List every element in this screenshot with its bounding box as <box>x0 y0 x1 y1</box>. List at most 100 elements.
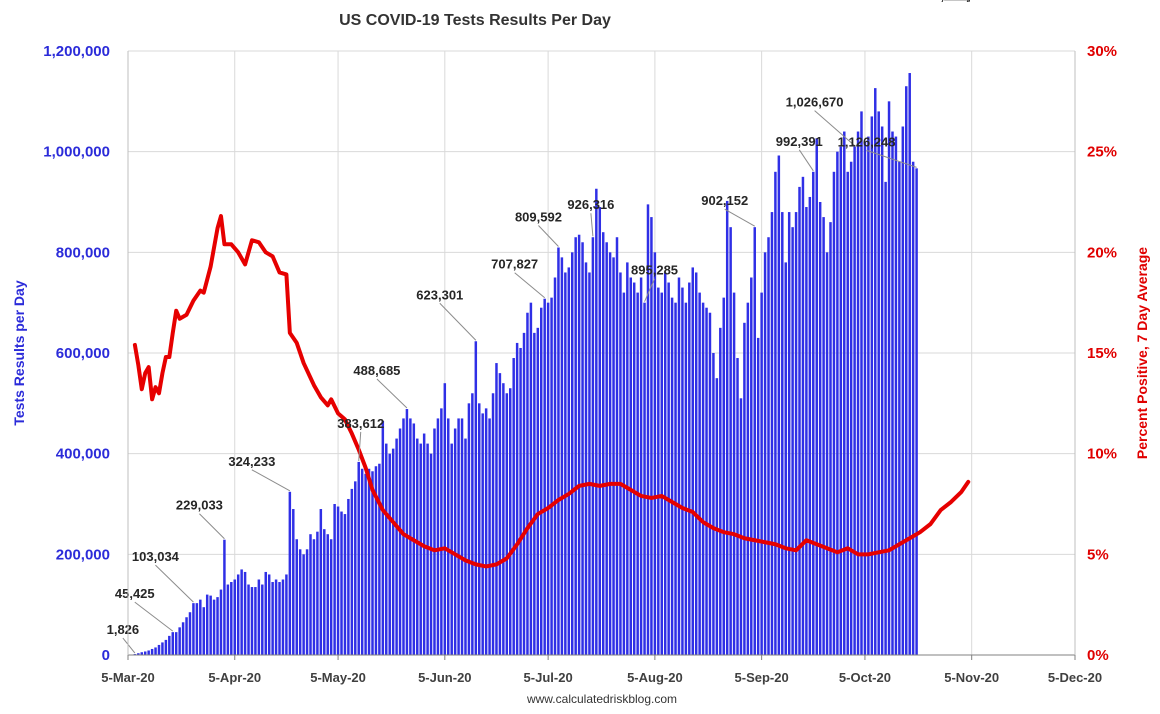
bar <box>736 358 739 655</box>
bar <box>405 409 409 655</box>
bar <box>343 514 347 655</box>
label-leader-line <box>866 149 917 168</box>
bar <box>663 272 667 655</box>
bar <box>402 418 405 655</box>
bar <box>457 418 460 655</box>
bar <box>891 131 894 655</box>
bar <box>219 589 223 655</box>
bar <box>574 237 577 656</box>
bar <box>250 587 254 655</box>
label-leader-line <box>590 213 594 237</box>
data-label: 902,152 <box>701 193 748 208</box>
bar <box>688 282 691 655</box>
bar <box>705 307 708 655</box>
bar <box>316 531 319 655</box>
bar <box>360 468 364 655</box>
bar <box>853 146 856 655</box>
bar <box>729 227 732 656</box>
data-label: 1,126,248 <box>838 134 896 149</box>
bar <box>257 579 261 655</box>
y2-tick-label: 5% <box>1087 546 1109 563</box>
bar <box>192 603 195 655</box>
bar <box>312 539 316 655</box>
bar <box>887 101 891 655</box>
bar <box>319 509 323 655</box>
bar <box>746 302 750 655</box>
bar <box>808 196 812 655</box>
label-leader-line <box>376 378 408 409</box>
bar <box>174 632 178 655</box>
bar <box>653 252 657 655</box>
bar <box>698 292 701 655</box>
bar <box>832 171 836 656</box>
bar <box>367 468 371 655</box>
bar <box>478 403 481 655</box>
bar <box>760 292 763 655</box>
data-label: 926,316 <box>567 197 614 212</box>
bar <box>581 242 584 655</box>
data-label: 45,425 <box>115 586 155 601</box>
axes: 0 200,000 400,000 600,000 800,000 1,000,000 1,… <box>43 43 1117 685</box>
bar <box>781 212 784 655</box>
bar <box>867 136 870 655</box>
bar <box>560 257 564 655</box>
bar <box>223 539 226 655</box>
bar <box>849 161 853 656</box>
bar <box>774 171 777 656</box>
data-label: 488,685 <box>353 363 400 378</box>
y-tick-label: 800,000 <box>56 244 110 261</box>
bar <box>212 599 216 655</box>
x-tick-label: 5-Mar-20 <box>101 670 154 685</box>
bar <box>154 647 157 655</box>
bar <box>323 529 326 655</box>
bar <box>670 297 674 655</box>
bar <box>622 292 626 655</box>
bar <box>550 297 553 655</box>
data-label: 992,391 <box>776 134 823 149</box>
x-tick-label: 5-Nov-20 <box>944 670 999 685</box>
bar <box>708 312 712 655</box>
bar <box>801 176 805 655</box>
bar <box>712 353 715 655</box>
data-label: 895,285 <box>631 263 678 278</box>
bar <box>199 599 202 655</box>
bar <box>677 277 681 655</box>
bar <box>646 204 650 655</box>
source-credit: www.calculatedriskblog.com <box>526 692 677 706</box>
bar <box>309 534 312 655</box>
bar <box>147 650 150 655</box>
bar <box>453 428 457 655</box>
bar <box>564 272 567 655</box>
bar <box>202 607 205 655</box>
bar <box>540 307 543 655</box>
bars <box>133 73 918 656</box>
bar <box>509 388 512 655</box>
y2-axis-label: Percent Positive, 7 Day Average <box>1134 247 1150 459</box>
bar <box>818 202 822 655</box>
label-leader-line <box>538 225 559 247</box>
bar <box>812 171 815 656</box>
bar <box>522 332 526 655</box>
label-leader-line <box>251 469 291 492</box>
bar <box>436 418 440 655</box>
bar <box>884 181 887 655</box>
bar <box>536 327 540 655</box>
bar <box>650 217 653 655</box>
bar <box>498 373 502 655</box>
bar <box>205 594 209 655</box>
bar <box>667 282 670 655</box>
data-label: 809,592 <box>515 210 562 225</box>
y-tick-label: 1,000,000 <box>43 144 110 161</box>
y2-tick-label: 15% <box>1087 345 1117 362</box>
bar <box>825 252 829 655</box>
bar <box>632 282 636 655</box>
bar <box>553 277 557 655</box>
bar <box>460 418 464 655</box>
bar <box>357 461 360 655</box>
bar <box>815 138 818 656</box>
bar <box>756 337 760 655</box>
bar <box>450 443 453 655</box>
bar <box>329 539 333 655</box>
bar <box>278 582 281 655</box>
